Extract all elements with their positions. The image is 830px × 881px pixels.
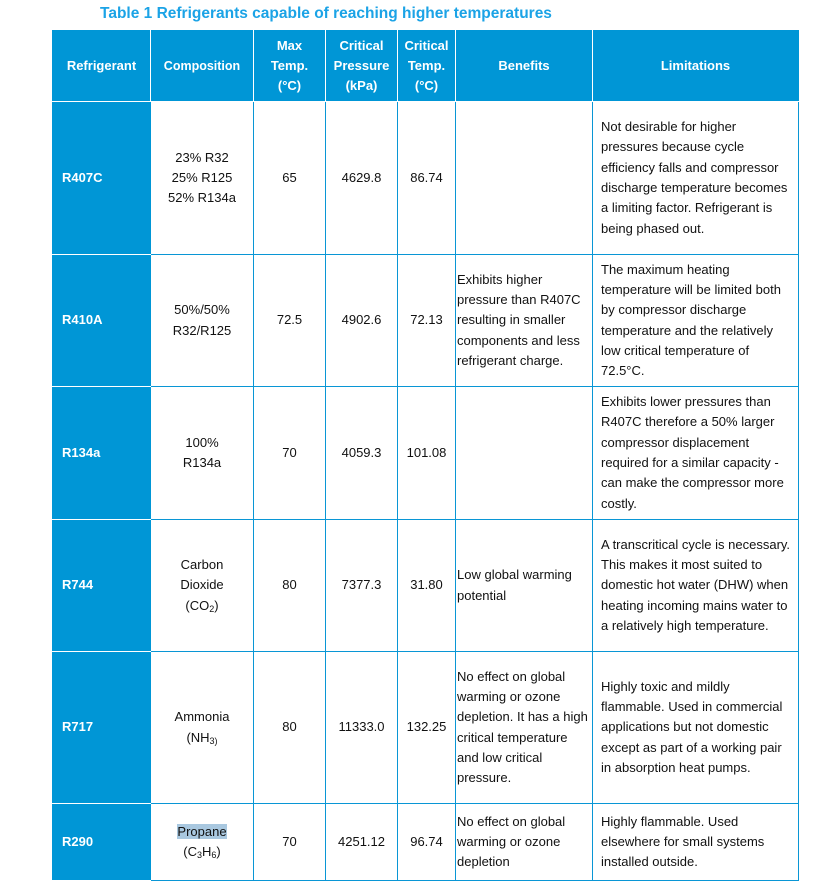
formula-text: (C xyxy=(183,844,197,859)
benefits-cell xyxy=(455,386,593,520)
composition-line: 23% R32 xyxy=(175,149,229,165)
header-line: (°C) xyxy=(414,78,439,94)
limitations-cell: Not desirable for higher pressures becau… xyxy=(592,101,799,255)
header-line: (kPa) xyxy=(345,78,378,94)
composition-cell: Ammonia (NH3) xyxy=(150,651,254,804)
formula-subscript: 3 xyxy=(196,850,202,860)
benefits-cell: Low global warming potential xyxy=(455,519,593,652)
refrigerant-name: R410A xyxy=(52,254,151,387)
table-row: R134a 100% R134a 70 4059.3 101.08 Exhibit… xyxy=(52,386,799,520)
composition-line: Carbon xyxy=(180,557,224,573)
benefits-cell: No effect on global warming or ozone dep… xyxy=(455,803,593,881)
critical-pressure-cell: 11333.0 xyxy=(325,651,398,804)
table-row: R410A 50%/50% R32/R125 72.5 4902.6 72.13 … xyxy=(52,254,799,387)
composition-line: 100% xyxy=(185,434,219,450)
header-line: Pressure xyxy=(333,57,390,73)
composition-cell: Propane (C3H6) xyxy=(150,803,254,881)
composition-line: Dioxide xyxy=(180,577,224,593)
formula-text: ) xyxy=(216,844,221,859)
limitations-cell: The maximum heating temperature will be … xyxy=(592,254,799,387)
composition-line: Ammonia xyxy=(174,709,230,725)
critical-temp-cell: 31.80 xyxy=(397,519,456,652)
critical-pressure-cell: 4251.12 xyxy=(325,803,398,881)
composition-cell: 50%/50% R32/R125 xyxy=(150,254,254,387)
critical-pressure-cell: 7377.3 xyxy=(325,519,398,652)
composition-line: 50%/50% xyxy=(174,302,230,318)
table-row: R717 Ammonia (NH3) 80 11333.0 132.25 No e… xyxy=(52,651,799,804)
critical-pressure-cell: 4059.3 xyxy=(325,386,398,520)
critical-temp-cell: 86.74 xyxy=(397,101,456,255)
critical-temp-cell: 72.13 xyxy=(397,254,456,387)
refrigerant-name: R407C xyxy=(52,101,151,255)
composition-cell: Carbon Dioxide (CO2) xyxy=(150,519,254,652)
composition-line: Propane xyxy=(177,823,227,839)
benefits-cell: Exhibits higher pressure than R407C resu… xyxy=(455,254,593,387)
chemical-formula: (C3H6) xyxy=(151,842,253,862)
header-line: Temp. xyxy=(270,57,309,73)
formula-text: (CO xyxy=(185,597,210,613)
limitations-cell: Exhibits lower pressures than R407C ther… xyxy=(592,386,799,520)
refrigerant-name: R744 xyxy=(52,519,151,652)
limitations-cell: Highly flammable. Used elsewhere for sma… xyxy=(592,803,799,881)
critical-temp-cell: 132.25 xyxy=(397,651,456,804)
benefits-cell xyxy=(455,101,593,255)
header-benefits: Benefits xyxy=(455,30,593,102)
header-line: (°C) xyxy=(277,78,302,94)
critical-pressure-cell: 4902.6 xyxy=(325,254,398,387)
formula-text: ) xyxy=(214,597,219,613)
max-temp-cell: 80 xyxy=(253,519,326,652)
composition-line: R32/R125 xyxy=(172,322,232,338)
max-temp-cell: 70 xyxy=(253,386,326,520)
max-temp-cell: 80 xyxy=(253,651,326,804)
max-temp-cell: 65 xyxy=(253,101,326,255)
header-refrigerant: Refrigerant xyxy=(52,30,151,102)
chemical-formula: (CO2) xyxy=(151,596,253,616)
formula-subscript: 6 xyxy=(211,850,217,860)
header-line: Max xyxy=(276,37,303,53)
formula-text: H xyxy=(201,844,212,859)
critical-pressure-cell: 4629.8 xyxy=(325,101,398,255)
critical-temp-cell: 101.08 xyxy=(397,386,456,520)
header-line: Critical xyxy=(404,37,449,53)
formula-text: (NH xyxy=(186,729,210,745)
formula-subscript: 3) xyxy=(209,735,218,746)
composition-line: 52% R134a xyxy=(168,190,236,206)
table-row: R744 Carbon Dioxide (CO2) 80 7377.3 31.80 … xyxy=(52,519,799,652)
header-row: Refrigerant Composition Max Temp. (°C) Cri… xyxy=(52,30,799,102)
header-critical-temp: Critical Temp. (°C) xyxy=(397,30,456,102)
formula-subscript: 2 xyxy=(209,603,215,614)
header-composition: Composition xyxy=(150,30,254,102)
header-critical-pressure: Critical Pressure (kPa) xyxy=(325,30,398,102)
table-title: Table 1 Refrigerants capable of reaching… xyxy=(100,5,552,22)
table-row: R290 Propane (C3H6) 70 4251.12 96.74 No e… xyxy=(52,803,799,881)
composition-cell: 23% R32 25% R125 52% R134a xyxy=(150,101,254,255)
refrigerants-table: Refrigerant Composition Max Temp. (°C) Cri… xyxy=(52,30,799,881)
max-temp-cell: 70 xyxy=(253,803,326,881)
benefits-cell: No effect on global warming or ozone dep… xyxy=(455,651,593,804)
composition-line: 25% R125 xyxy=(171,169,233,185)
refrigerant-name: R134a xyxy=(52,386,151,520)
critical-temp-cell: 96.74 xyxy=(397,803,456,881)
limitations-cell: A transcritical cycle is necessary. This… xyxy=(592,519,799,652)
header-max-temp: Max Temp. (°C) xyxy=(253,30,326,102)
max-temp-cell: 72.5 xyxy=(253,254,326,387)
header-line: Temp. xyxy=(407,57,446,73)
refrigerant-name: R290 xyxy=(52,803,151,881)
table-row: R407C 23% R32 25% R125 52% R134a 65 4629.8… xyxy=(52,101,799,255)
composition-line: R134a xyxy=(182,455,222,470)
header-line: Critical xyxy=(339,37,384,53)
chemical-formula: (NH3) xyxy=(151,728,253,748)
header-limitations: Limitations xyxy=(592,30,799,102)
composition-cell: 100% R134a xyxy=(150,386,254,520)
refrigerant-name: R717 xyxy=(52,651,151,804)
limitations-cell: Highly toxic and mildly flammable. Used … xyxy=(592,651,799,804)
